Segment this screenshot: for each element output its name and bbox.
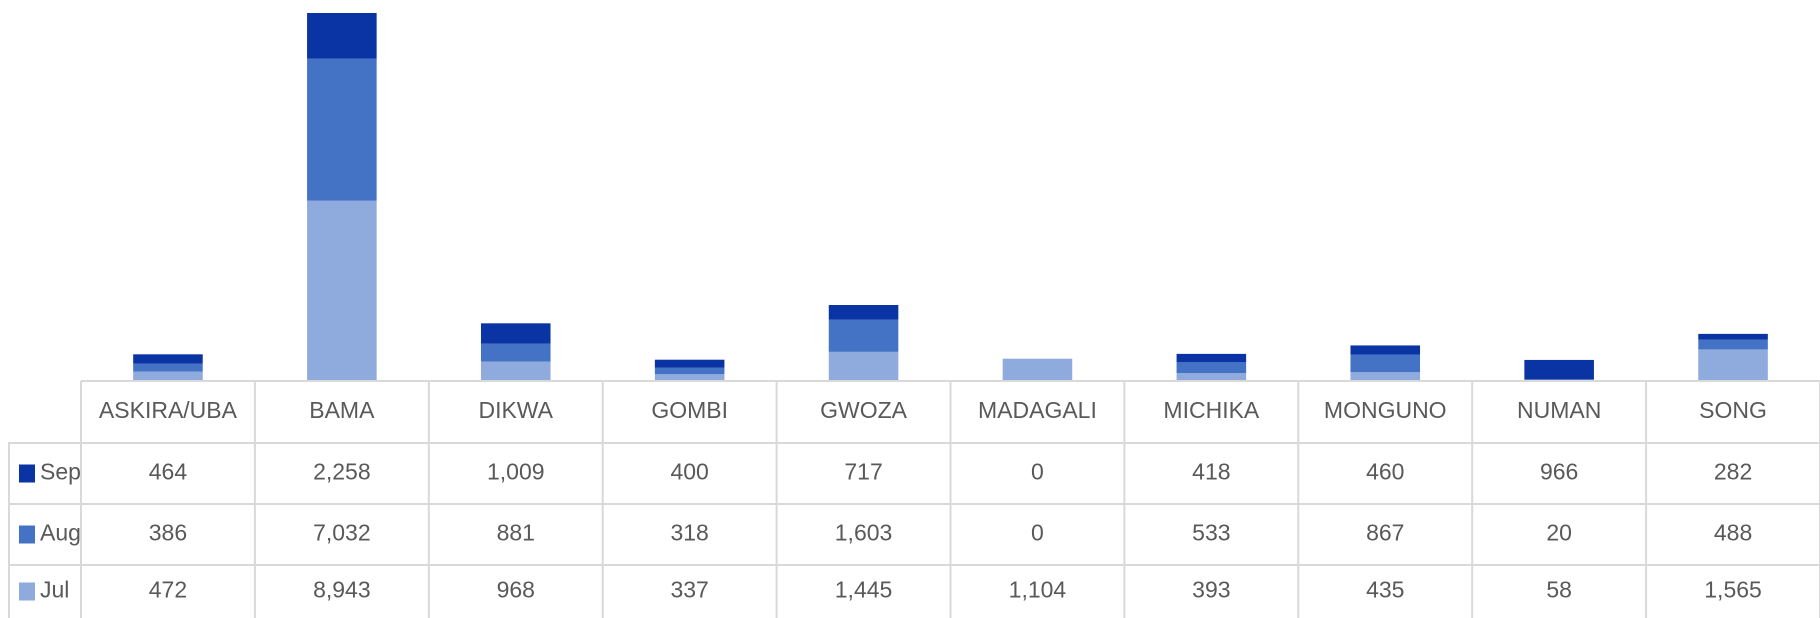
legend-label: Jul bbox=[40, 577, 69, 603]
category-label: ASKIRA/UBA bbox=[99, 397, 238, 423]
table-value: 0 bbox=[1031, 459, 1044, 485]
table-value: 488 bbox=[1714, 520, 1752, 546]
bar-segment bbox=[133, 354, 203, 364]
table-value: 1,445 bbox=[835, 577, 893, 603]
category-label: NUMAN bbox=[1517, 397, 1601, 423]
bar-segment bbox=[133, 371, 203, 381]
bar-segment bbox=[480, 343, 551, 362]
bar-segment bbox=[1698, 349, 1768, 381]
table-value: 881 bbox=[497, 520, 535, 546]
table-value: 867 bbox=[1366, 520, 1404, 546]
category-label: SONG bbox=[1699, 397, 1767, 423]
bar-segment bbox=[480, 323, 551, 344]
table-value: 282 bbox=[1714, 459, 1752, 485]
bar-segment bbox=[1350, 354, 1421, 373]
table-value: 1,565 bbox=[1704, 577, 1762, 603]
table-value: 717 bbox=[844, 459, 882, 485]
bar-segment bbox=[828, 351, 899, 381]
table-value: 966 bbox=[1540, 459, 1578, 485]
bar-segment bbox=[1698, 333, 1768, 340]
bar-segment bbox=[480, 361, 551, 381]
bar-segment bbox=[654, 359, 725, 368]
table-value: 7,032 bbox=[313, 520, 371, 546]
table-value: 418 bbox=[1192, 459, 1230, 485]
bar-segment bbox=[1002, 358, 1073, 381]
category-label: MONGUNO bbox=[1324, 397, 1447, 423]
category-label: DIKWA bbox=[478, 397, 553, 423]
bar-segment bbox=[654, 367, 725, 375]
category-label: MICHIKA bbox=[1163, 397, 1260, 423]
table-value: 460 bbox=[1366, 459, 1404, 485]
bar-segment bbox=[654, 374, 725, 381]
bar-segment bbox=[1698, 339, 1768, 350]
table-value: 1,603 bbox=[835, 520, 893, 546]
table-value: 1,104 bbox=[1009, 577, 1067, 603]
table-value: 400 bbox=[670, 459, 708, 485]
bar-segment bbox=[828, 305, 899, 320]
category-label: MADAGALI bbox=[978, 397, 1097, 423]
table-value: 393 bbox=[1192, 577, 1230, 603]
table-value: 318 bbox=[670, 520, 708, 546]
legend-label: Aug bbox=[40, 520, 81, 546]
bar-segment bbox=[1350, 345, 1421, 355]
legend-swatch bbox=[19, 582, 35, 601]
bar-segment bbox=[1176, 373, 1247, 381]
bar-segment bbox=[1350, 372, 1421, 381]
bar-segment bbox=[1176, 353, 1247, 363]
bar-segment bbox=[307, 13, 377, 59]
bar-segment bbox=[1176, 362, 1247, 374]
table-value: 472 bbox=[149, 577, 187, 603]
bar-segment bbox=[133, 363, 203, 372]
table-value: 20 bbox=[1546, 520, 1572, 546]
table-value: 1,009 bbox=[487, 459, 545, 485]
legend-swatch bbox=[19, 525, 35, 544]
table-value: 8,943 bbox=[313, 577, 371, 603]
table-value: 0 bbox=[1031, 520, 1044, 546]
table-value: 435 bbox=[1366, 577, 1404, 603]
bar-segment bbox=[828, 319, 899, 352]
legend-swatch bbox=[19, 464, 35, 483]
bar-segment bbox=[307, 58, 377, 201]
table-value: 2,258 bbox=[313, 459, 371, 485]
table-value: 337 bbox=[670, 577, 708, 603]
bar-segment bbox=[307, 200, 377, 381]
category-label: BAMA bbox=[309, 397, 375, 423]
table-value: 386 bbox=[149, 520, 187, 546]
legend-label: Sep bbox=[40, 459, 81, 485]
bar-segment bbox=[1524, 359, 1594, 380]
table-value: 464 bbox=[149, 459, 188, 485]
category-label: GWOZA bbox=[820, 397, 908, 423]
table-value: 58 bbox=[1546, 577, 1572, 603]
table-value: 968 bbox=[497, 577, 535, 603]
table-value: 533 bbox=[1192, 520, 1230, 546]
category-label: GOMBI bbox=[651, 397, 728, 423]
